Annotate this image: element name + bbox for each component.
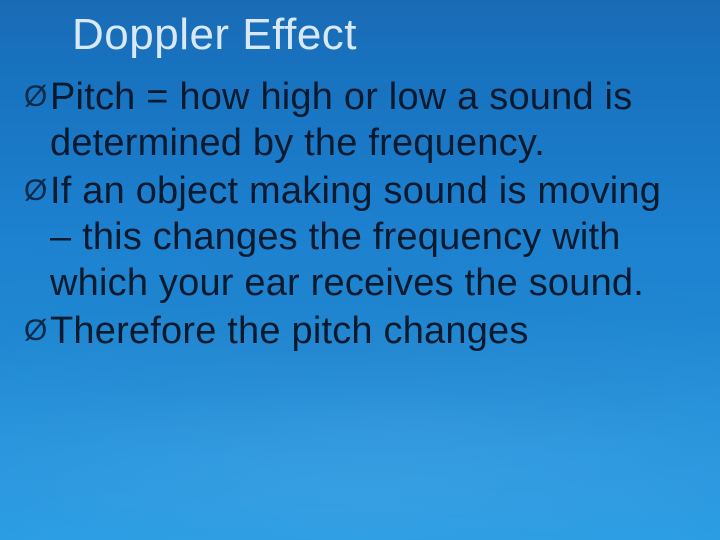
slide-container: Doppler Effect Ø Pitch = how high or low…	[0, 0, 720, 540]
bullet-marker-icon: Ø	[20, 308, 50, 354]
bullet-item: Ø If an object making sound is moving – …	[20, 168, 692, 306]
bullet-text: If an object making sound is moving – th…	[50, 168, 692, 306]
bullet-text: Therefore the pitch changes	[50, 308, 529, 354]
bullet-item: Ø Therefore the pitch changes	[20, 308, 692, 354]
bullet-item: Ø Pitch = how high or low a sound is det…	[20, 74, 692, 166]
bullet-text: Pitch = how high or low a sound is deter…	[50, 74, 692, 166]
bullet-marker-icon: Ø	[20, 74, 50, 120]
bullet-marker-icon: Ø	[20, 168, 50, 214]
slide-body: Ø Pitch = how high or low a sound is det…	[0, 74, 720, 354]
slide-title: Doppler Effect	[0, 0, 720, 74]
